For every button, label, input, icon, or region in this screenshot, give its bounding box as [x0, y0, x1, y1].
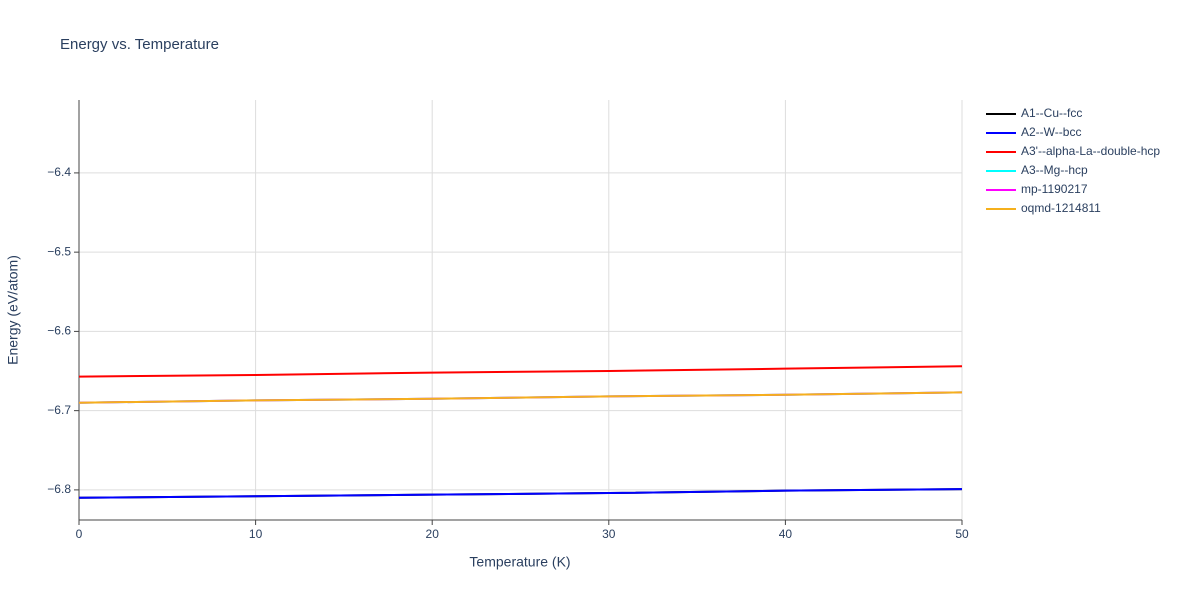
- series-line: [78, 488, 963, 499]
- chart-title: Energy vs. Temperature: [60, 36, 219, 53]
- x-tick-label: 30: [602, 527, 616, 541]
- y-axis-title: Energy (eV/atom): [5, 255, 21, 365]
- legend-label: A3--Mg--hcp: [1021, 163, 1088, 177]
- legend-label: mp-1190217: [1021, 182, 1088, 196]
- x-tick-label: 50: [955, 527, 969, 541]
- y-tick-label: −6.5: [47, 244, 71, 258]
- x-tick-label: 0: [76, 527, 83, 541]
- x-tick-label: 10: [249, 527, 263, 541]
- series-line: [78, 365, 963, 378]
- legend-label: A3'--alpha-La--double-hcp: [1021, 144, 1160, 158]
- y-tick-label: −6.7: [47, 403, 71, 417]
- x-axis-title: Temperature (K): [469, 554, 570, 570]
- y-tick-label: −6.8: [47, 482, 71, 496]
- x-tick-label: 20: [426, 527, 440, 541]
- x-tick-label: 40: [779, 527, 793, 541]
- legend-label: oqmd-1214811: [1021, 201, 1101, 215]
- series-line: [78, 391, 963, 404]
- legend-label: A1--Cu--fcc: [1021, 106, 1082, 120]
- legend-label: A2--W--bcc: [1021, 125, 1081, 139]
- y-tick-label: −6.6: [47, 324, 71, 338]
- y-tick-label: −6.4: [47, 165, 71, 179]
